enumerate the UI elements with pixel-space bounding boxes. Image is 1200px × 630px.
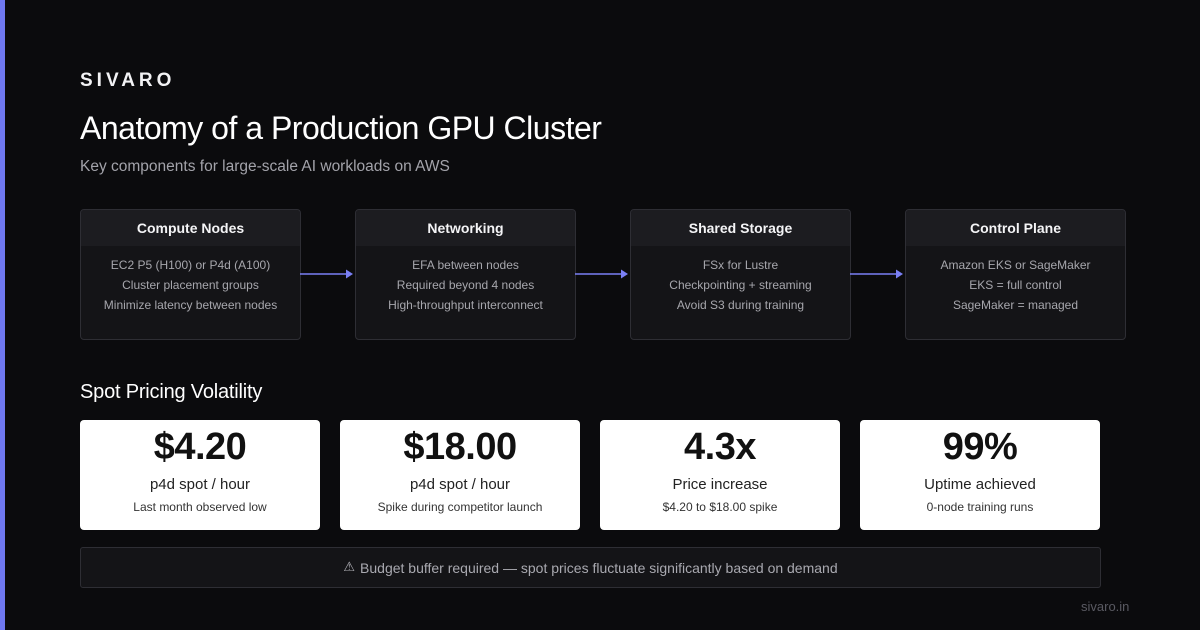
stat-value: 99% — [942, 426, 1018, 468]
component-title: Control Plane — [906, 210, 1125, 246]
flow-arrow-icon — [850, 269, 903, 279]
stat-value: 4.3x — [684, 426, 756, 468]
stat-card: 99% Uptime achieved 0-node training runs — [860, 420, 1100, 530]
component-detail: Amazon EKS or SageMaker — [940, 258, 1091, 272]
component-detail: EFA between nodes — [412, 258, 519, 272]
page-title: Anatomy of a Production GPU Cluster — [80, 110, 602, 146]
stat-note: Last month observed low — [133, 500, 267, 514]
warning-banner: ⚠ Budget buffer required — spot prices f… — [80, 547, 1101, 588]
stat-value: $4.20 — [153, 426, 247, 468]
component-title: Shared Storage — [631, 210, 850, 246]
stat-label: p4d spot / hour — [409, 476, 511, 493]
stat-label: Price increase — [672, 476, 768, 493]
component-detail: SageMaker = managed — [952, 298, 1079, 312]
component-card-storage: Shared Storage FSx for Lustre Checkpoint… — [630, 209, 851, 340]
footer-url: sivaro.in — [1081, 599, 1130, 614]
component-card-networking: Networking EFA between nodes Required be… — [355, 209, 576, 340]
warning-icon: ⚠ — [343, 560, 356, 575]
page-subtitle: Key components for large-scale AI worklo… — [80, 158, 450, 175]
brand-logo: SIVARO — [80, 70, 176, 91]
flow-arrow-icon — [300, 269, 353, 279]
section-title: Spot Pricing Volatility — [80, 381, 263, 403]
component-detail: Required beyond 4 nodes — [396, 278, 535, 292]
component-card-control-plane: Control Plane Amazon EKS or SageMaker EK… — [905, 209, 1126, 340]
stat-card: $4.20 p4d spot / hour Last month observe… — [80, 420, 320, 530]
component-detail: Cluster placement groups — [122, 278, 259, 292]
component-detail: Minimize latency between nodes — [103, 298, 278, 312]
stat-label: p4d spot / hour — [149, 476, 251, 493]
component-detail: EKS = full control — [969, 278, 1062, 292]
stat-value: $18.00 — [403, 426, 517, 468]
component-title: Compute Nodes — [81, 210, 300, 246]
stat-note: Spike during competitor launch — [377, 500, 543, 514]
flow-arrow-icon — [575, 269, 628, 279]
accent-bar — [0, 0, 5, 630]
component-title: Networking — [356, 210, 575, 246]
component-detail: Avoid S3 during training — [676, 298, 805, 312]
warning-text: Budget buffer required — spot prices flu… — [360, 559, 838, 576]
component-detail: FSx for Lustre — [702, 258, 779, 272]
stat-note: $4.20 to $18.00 spike — [662, 500, 778, 514]
architecture-flow: Compute Nodes EC2 P5 (H100) or P4d (A100… — [80, 209, 1126, 341]
component-card-compute: Compute Nodes EC2 P5 (H100) or P4d (A100… — [80, 209, 301, 340]
component-detail: EC2 P5 (H100) or P4d (A100) — [110, 258, 271, 272]
stat-note: 0-node training runs — [926, 500, 1034, 514]
stat-card: 4.3x Price increase $4.20 to $18.00 spik… — [600, 420, 840, 530]
stat-label: Uptime achieved — [924, 476, 1036, 493]
component-detail: Checkpointing + streaming — [669, 278, 812, 292]
stat-card: $18.00 p4d spot / hour Spike during comp… — [340, 420, 580, 530]
component-detail: High-throughput interconnect — [388, 298, 543, 312]
